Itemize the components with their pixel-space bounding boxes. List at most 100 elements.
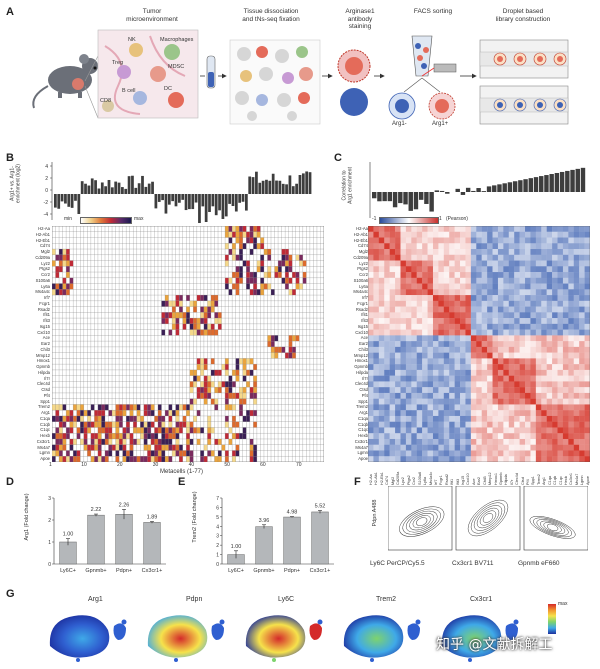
c-correlation-bar	[465, 187, 471, 192]
e-value-label: 4.98	[287, 510, 298, 516]
b-gene-label: Hexb	[40, 433, 50, 439]
tumor-microenvironment-box	[97, 29, 199, 119]
b-gene-label: Ptgs2	[39, 266, 50, 272]
b-gene-label: Hmox1	[36, 358, 50, 364]
legend-gradient-bar	[80, 217, 132, 224]
c-xgene-label: Ms4a4c	[428, 471, 433, 485]
c-correlation-bar	[481, 191, 487, 192]
c-xgene-label: Cx3cr1	[569, 472, 574, 485]
c-gene-label: Trem2	[356, 404, 368, 410]
c-xgene-label: Ptgs2	[406, 475, 411, 485]
c-correlation-bar	[392, 192, 398, 208]
e-ytick-label: 0	[216, 562, 219, 568]
c-xgene-label: Ear2	[477, 476, 482, 485]
b-gene-label: Mgl2	[40, 249, 50, 255]
c-gene-label: Cx3cr1	[354, 438, 368, 444]
b-enrichment-bar	[255, 171, 258, 194]
droplet-chip-bottom	[479, 85, 569, 125]
b-gene-label: Cx3cr1	[36, 438, 50, 444]
e-category-label: Cx3cr1+	[310, 568, 331, 574]
d-bar	[143, 522, 161, 565]
b-enrichment-bar	[248, 176, 252, 194]
b-enrichment-bar	[231, 194, 235, 207]
c-gene-label: S100a6	[353, 277, 368, 283]
b-enrichment-bar	[117, 182, 121, 194]
b-gene-label: H2-Aa	[38, 226, 50, 231]
b-enrichment-bar	[218, 194, 221, 211]
c-gene-label: Il7r	[362, 375, 368, 381]
b-gene-label: Ifit3	[43, 318, 50, 324]
b-gene-label: Cd74	[39, 243, 50, 249]
sort-arg1-pos-label: Arg1+	[432, 121, 449, 127]
d-ytick-label: 2	[48, 518, 51, 524]
c-xgene-label: C1qa	[547, 475, 552, 485]
b-enrichment-bar	[171, 194, 175, 202]
e-ytick-label: 7	[216, 496, 219, 502]
b-enrichment-bar	[181, 194, 185, 200]
e-category-label: Pdpn+	[284, 568, 300, 574]
watermark-text: 知乎 @文献拆解工	[436, 637, 553, 653]
b-enrichment-bar	[194, 194, 198, 203]
panel-f-xlabel-ly6c: Ly6C PerCP/Cy5.5	[370, 560, 425, 567]
panel-c-correlation-bars	[369, 162, 586, 218]
c-correlation-bar	[533, 177, 539, 192]
c-gene-label: Chil3	[358, 346, 368, 352]
e-ytick-label: 4	[216, 524, 219, 530]
panel-e-letter: E	[178, 476, 186, 488]
c-correlation-bar	[418, 192, 424, 200]
panel-e-ylabel: Trem2 (Fold change)	[192, 491, 198, 543]
b-gene-label: H2-Eb1	[35, 237, 50, 243]
b-enrichment-bar	[305, 171, 309, 194]
dissociation-box	[229, 39, 321, 125]
b-enrichment-bar	[211, 194, 215, 207]
b-gene-label: C1qc	[40, 427, 50, 433]
droplet-chip-top	[479, 39, 569, 79]
b-enrichment-bar	[177, 194, 181, 203]
step-arginase-label: Arginase1 antibody staining	[345, 8, 375, 30]
b-enrichment-bar	[94, 180, 97, 194]
legend-min-label: min	[64, 216, 73, 222]
b-ytick-label: 0	[45, 188, 48, 194]
facs-sorter-icon	[388, 35, 457, 120]
b-enrichment-bar	[295, 183, 298, 194]
c-correlation-bar	[559, 171, 565, 192]
c-xgene-label: Chil3	[482, 476, 487, 485]
b-ytick-label: 2	[45, 176, 48, 182]
c-correlation-bar	[413, 192, 419, 210]
c-gene-label: H2-Eb1	[353, 237, 368, 243]
b-enrichment-bar	[198, 194, 201, 224]
c-xgene-label: Mmp12	[488, 472, 493, 485]
b-enrichment-bar	[251, 177, 255, 194]
cell-treg-label: Treg	[112, 60, 123, 66]
c-gene-label: Ccr2	[359, 272, 368, 278]
b-enrichment-bar	[67, 194, 71, 207]
panel-g-title-trem2: Trem2	[376, 596, 396, 603]
c-gene-label: Ear2	[359, 341, 368, 347]
c-xgene-label: Apoe	[585, 476, 590, 485]
e-ytick-label: 5	[216, 515, 219, 521]
panel-g-title-cx3cr1: Cx3cr1	[470, 596, 493, 603]
b-enrichment-bar	[127, 176, 131, 194]
b-enrichment-bar	[147, 183, 151, 194]
c-correlation-bar	[403, 192, 408, 205]
panel-f-ylabel: Pdpn A488	[372, 499, 378, 527]
c-correlation-bar	[382, 192, 387, 202]
b-enrichment-bar	[74, 194, 77, 201]
b-gene-label: Lyz2	[41, 260, 50, 266]
b-enrichment-bar	[308, 172, 312, 194]
panel-c-gene-labels: H2-Aa H2-Ab1 H2-Eb1 Cd74 Mgl2 Cd209a Lyz2 Ptgs2…	[336, 226, 368, 464]
step-facs-label: FACS sorting	[413, 8, 453, 15]
c-gene-label: Isg15	[357, 323, 368, 329]
b-xtick-label: 20	[117, 462, 123, 468]
c-xgene-label: Pf4	[526, 479, 531, 485]
g-umap-plot	[49, 615, 127, 662]
b-gene-label: Hilpda	[38, 369, 50, 375]
b-enrichment-bar	[161, 194, 164, 201]
cell-bcell-label: B cell	[122, 88, 135, 94]
b-enrichment-bar	[54, 194, 57, 208]
c-correlation-bar	[570, 169, 575, 192]
b-gene-label: C1qa	[39, 415, 50, 421]
c-gene-label: Cxcl10	[355, 329, 368, 335]
b-enrichment-bar	[261, 180, 265, 194]
b-enrichment-bar	[167, 194, 171, 205]
